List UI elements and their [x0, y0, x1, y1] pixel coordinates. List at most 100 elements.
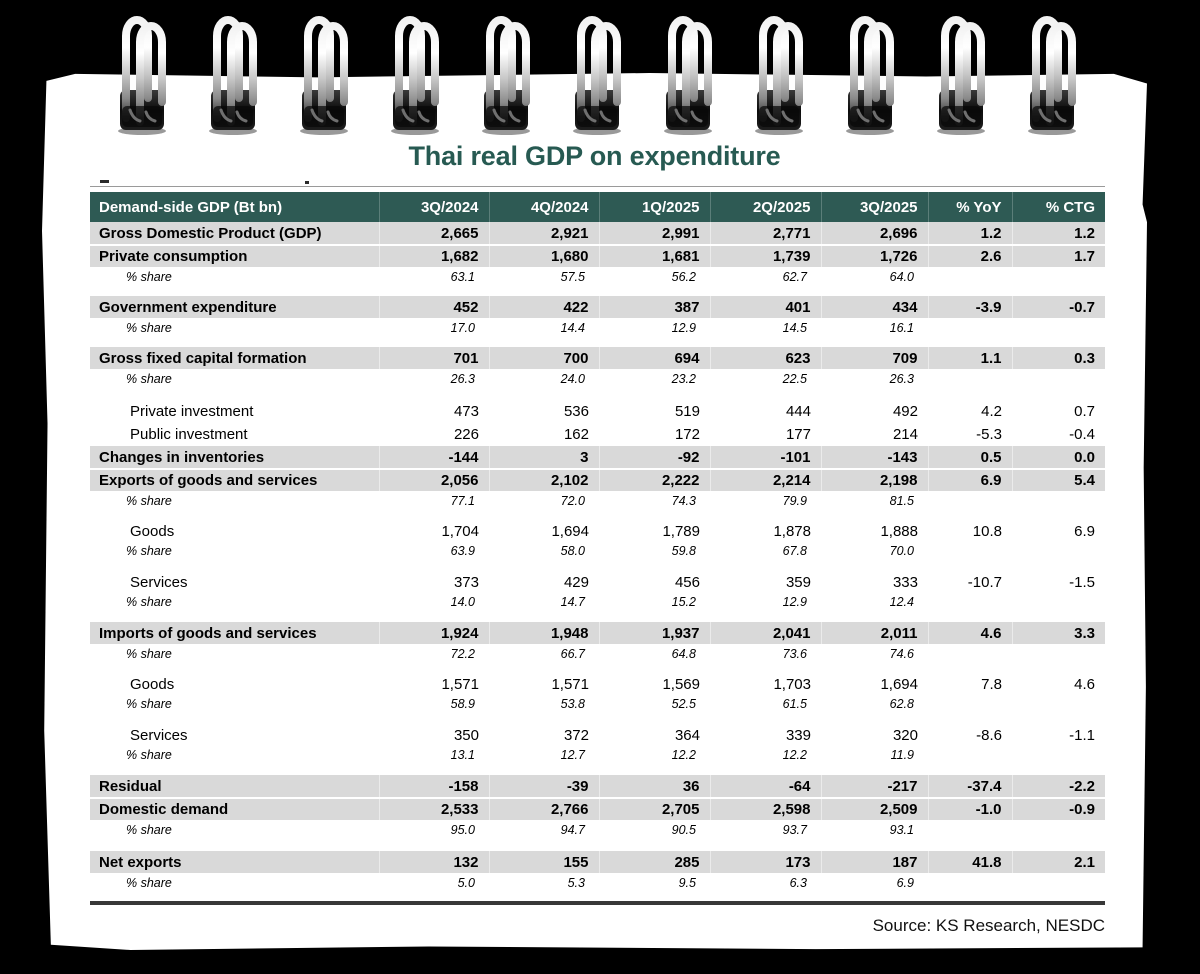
row-label: Net exports: [90, 851, 379, 875]
spacer-row: [90, 508, 1105, 520]
cell-value: 7.8: [928, 673, 1012, 696]
cell-value: [928, 319, 1012, 335]
column-header: % YoY: [927, 192, 1012, 222]
cell-value: [928, 747, 1012, 763]
cell-value: 214: [821, 423, 928, 446]
cell-value: 172: [599, 423, 710, 446]
data-row: Gross Domestic Product (GDP) 2,665 2,921 2,…: [90, 222, 1105, 246]
column-header: 3Q/2024: [378, 192, 489, 222]
cell-value: 429: [489, 571, 599, 594]
cell-value: [1012, 492, 1105, 508]
cell-value: 5.0: [379, 874, 489, 890]
cell-value: 1,571: [489, 673, 599, 696]
cell-value: 1,739: [709, 245, 821, 269]
cell-value: 2,509: [820, 798, 928, 822]
row-label: Domestic demand: [90, 798, 379, 822]
cell-value: 2,533: [378, 798, 489, 822]
cell-value: [928, 594, 1012, 610]
cell-value: 73.6: [710, 645, 821, 661]
cell-value: [1012, 747, 1105, 763]
row-label: Goods: [90, 520, 379, 543]
data-row: Net exports 132 155 285 173 187 41.8 2.1: [90, 851, 1105, 875]
cell-value: 1,704: [379, 520, 489, 543]
cell-value: 1,789: [599, 520, 710, 543]
cell-value: 2,214: [709, 469, 821, 493]
cell-value: 63.9: [379, 543, 489, 559]
cell-value: 1,948: [488, 622, 599, 646]
cell-value: 12.2: [710, 747, 821, 763]
cell-value: 77.1: [379, 492, 489, 508]
cell-value: [1012, 370, 1105, 386]
spacer-row: [90, 335, 1105, 347]
row-label: % share: [90, 874, 379, 890]
data-row: Residual -158 -39 36 -64 -217 -37.4 -2.2: [90, 775, 1105, 799]
cell-value: 1,571: [379, 673, 489, 696]
cell-value: -101: [709, 446, 821, 470]
data-row: Government expenditure 452 422 387 401 434 -3.…: [90, 296, 1105, 320]
row-label: % share: [90, 370, 379, 386]
cell-value: 12.4: [821, 594, 928, 610]
top-rule: [90, 186, 1105, 187]
cell-value: 2,766: [488, 798, 599, 822]
column-header: 3Q/2025: [820, 192, 928, 222]
cell-value: 456: [599, 571, 710, 594]
cell-value: 177: [710, 423, 821, 446]
cell-value: 701: [378, 347, 489, 371]
data-row: Gross fixed capital formation 701 700 694 62…: [90, 347, 1105, 371]
cell-value: 1,694: [489, 520, 599, 543]
header-row: Demand-side GDP (Bt bn) 3Q/2024 4Q/2024 1Q/…: [90, 192, 1105, 222]
cell-value: 1,569: [599, 673, 710, 696]
cell-value: 1,681: [598, 245, 710, 269]
cell-value: -92: [598, 446, 710, 470]
cell-value: 56.2: [599, 268, 710, 284]
cell-value: 36: [598, 775, 710, 799]
row-label: Gross Domestic Product (GDP): [90, 222, 379, 246]
cell-value: [1012, 696, 1105, 712]
cell-value: 452: [378, 296, 489, 320]
share-row: % share 17.0 14.4 12.9 14.5 16.1: [90, 319, 1105, 335]
cell-value: 26.3: [379, 370, 489, 386]
share-row: % share 58.9 53.8 52.5 61.5 62.8: [90, 696, 1105, 712]
cell-value: 57.5: [489, 268, 599, 284]
cell-value: 14.0: [379, 594, 489, 610]
cell-value: -8.6: [928, 724, 1012, 747]
cell-value: 444: [710, 400, 821, 423]
share-row: % share 63.9 58.0 59.8 67.8 70.0: [90, 543, 1105, 559]
cell-value: 12.9: [710, 594, 821, 610]
cell-value: 359: [710, 571, 821, 594]
cell-value: 373: [379, 571, 489, 594]
cell-value: 74.3: [599, 492, 710, 508]
cell-value: 14.5: [710, 319, 821, 335]
cell-value: 700: [488, 347, 599, 371]
cell-value: 285: [598, 851, 710, 875]
cell-value: 2.6: [927, 245, 1012, 269]
cell-value: 1,878: [710, 520, 821, 543]
row-label: Changes in inventories: [90, 446, 379, 470]
cell-value: 15.2: [599, 594, 710, 610]
cell-value: [1012, 594, 1105, 610]
gdp-table: Demand-side GDP (Bt bn) 3Q/2024 4Q/2024 1Q/…: [90, 192, 1105, 890]
row-label: % share: [90, 492, 379, 508]
spacer-row: [90, 661, 1105, 673]
cell-value: 59.8: [599, 543, 710, 559]
cell-value: 6.9: [821, 874, 928, 890]
share-row: % share 26.3 24.0 23.2 22.5 26.3: [90, 370, 1105, 386]
row-label: Gross fixed capital formation: [90, 347, 379, 371]
data-row: Goods 1,571 1,571 1,569 1,703 1,694 7.8 4.6: [90, 673, 1105, 696]
cell-value: 90.5: [599, 821, 710, 837]
cell-value: 93.7: [710, 821, 821, 837]
cell-value: 434: [820, 296, 928, 320]
cell-value: -2.2: [1011, 775, 1105, 799]
cell-value: 64.8: [599, 645, 710, 661]
cell-value: 3.3: [1011, 622, 1105, 646]
cell-value: 53.8: [489, 696, 599, 712]
cell-value: 2,771: [709, 222, 821, 246]
cell-value: 1.2: [1011, 222, 1105, 246]
data-row: Services 350 372 364 339 320 -8.6 -1.1: [90, 724, 1105, 747]
cell-value: -10.7: [928, 571, 1012, 594]
cell-value: 372: [489, 724, 599, 747]
data-row: Private consumption 1,682 1,680 1,681 1,739 1…: [90, 245, 1105, 269]
table-body: Gross Domestic Product (GDP) 2,665 2,921 2,…: [90, 222, 1105, 890]
row-label: % share: [90, 645, 379, 661]
